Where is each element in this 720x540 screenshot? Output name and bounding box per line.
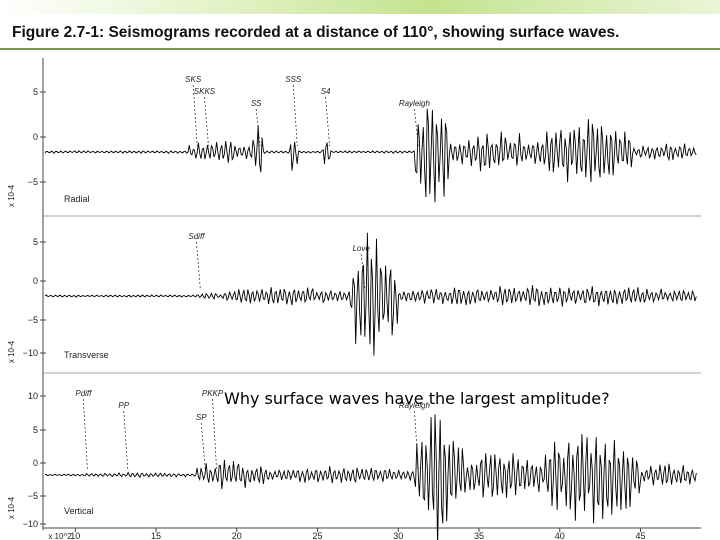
y-tick-label: 5	[33, 425, 38, 435]
x-tick-label: 30	[393, 531, 403, 540]
phase-label: SP	[196, 413, 207, 422]
y-tick-label: −10	[23, 519, 38, 529]
phase-label: SS	[251, 99, 262, 108]
title-underline	[0, 48, 720, 50]
y-tick-label: −5	[28, 315, 38, 325]
panel-name-label: Vertical	[64, 506, 94, 516]
phase-label: SKKS	[194, 87, 216, 96]
phase-label: S4	[321, 87, 331, 96]
y-tick-label: −5	[28, 491, 38, 501]
phase-marker	[292, 84, 298, 147]
y-tick-label: 5	[33, 87, 38, 97]
phase-marker	[414, 410, 419, 470]
header-accent-bar	[0, 0, 720, 14]
y-tick-label: −5	[28, 177, 38, 187]
x-tick-label: 35	[474, 531, 484, 540]
phase-label: Love	[352, 244, 370, 253]
y-tick-label: −10	[23, 348, 38, 358]
phase-label: SSS	[285, 75, 302, 84]
phase-label: Rayleigh	[399, 99, 431, 108]
seismogram-trace	[44, 414, 697, 540]
panel-transverse: 5 0 −5 −10 x 10-4 Transverse Sdiff Love	[7, 232, 697, 363]
phase-label: PP	[118, 401, 129, 410]
panel-name-label: Transverse	[64, 350, 109, 360]
y-multiplier-label: x 10-4	[7, 496, 16, 519]
phase-label: Rayleigh	[399, 401, 431, 410]
seismogram-trace	[44, 108, 697, 203]
x-multiplier-label: x 10^2	[48, 532, 72, 540]
panel-name-label: Radial	[64, 194, 90, 204]
y-tick-label: 0	[33, 458, 38, 468]
panel-vertical: 10 5 0 −5 −10 x 10-4 Vertical Pdiff PP SP PKKP Rayl…	[7, 389, 697, 540]
y-tick-label: 0	[33, 276, 38, 286]
phase-marker	[325, 96, 330, 147]
phase-marker	[212, 398, 217, 470]
figure-title: Figure 2.7-1: Seismograms recorded at a …	[12, 24, 620, 41]
x-tick-label: 25	[313, 531, 323, 540]
phase-marker	[196, 241, 201, 291]
phase-label: Pdiff	[75, 389, 92, 398]
phase-marker	[204, 96, 209, 147]
x-tick-label: 20	[232, 531, 242, 540]
y-tick-label: 10	[28, 391, 38, 401]
y-multiplier-label: x 10-4	[7, 184, 16, 207]
x-tick-label: 10	[70, 531, 80, 540]
seismogram-chart: 10 15 20 25 30 35 40 45 x 10^2 5 0 −5 x 10-4 Radial SK…	[7, 58, 701, 540]
seismogram-trace	[44, 232, 697, 356]
x-tick-label: 15	[151, 531, 161, 540]
x-tick-label: 40	[555, 531, 565, 540]
phase-label: SKS	[185, 75, 202, 84]
x-tick-label: 45	[635, 531, 645, 540]
y-tick-label: 0	[33, 132, 38, 142]
phase-marker	[200, 422, 206, 470]
y-tick-label: 5	[33, 237, 38, 247]
question-caption: Why surface waves have the largest ampli…	[224, 389, 610, 408]
phase-marker	[83, 398, 88, 470]
phase-label: PKKP	[202, 389, 224, 398]
phase-label: Sdiff	[188, 232, 205, 241]
y-multiplier-label: x 10-4	[7, 340, 16, 363]
phase-marker	[123, 410, 129, 470]
